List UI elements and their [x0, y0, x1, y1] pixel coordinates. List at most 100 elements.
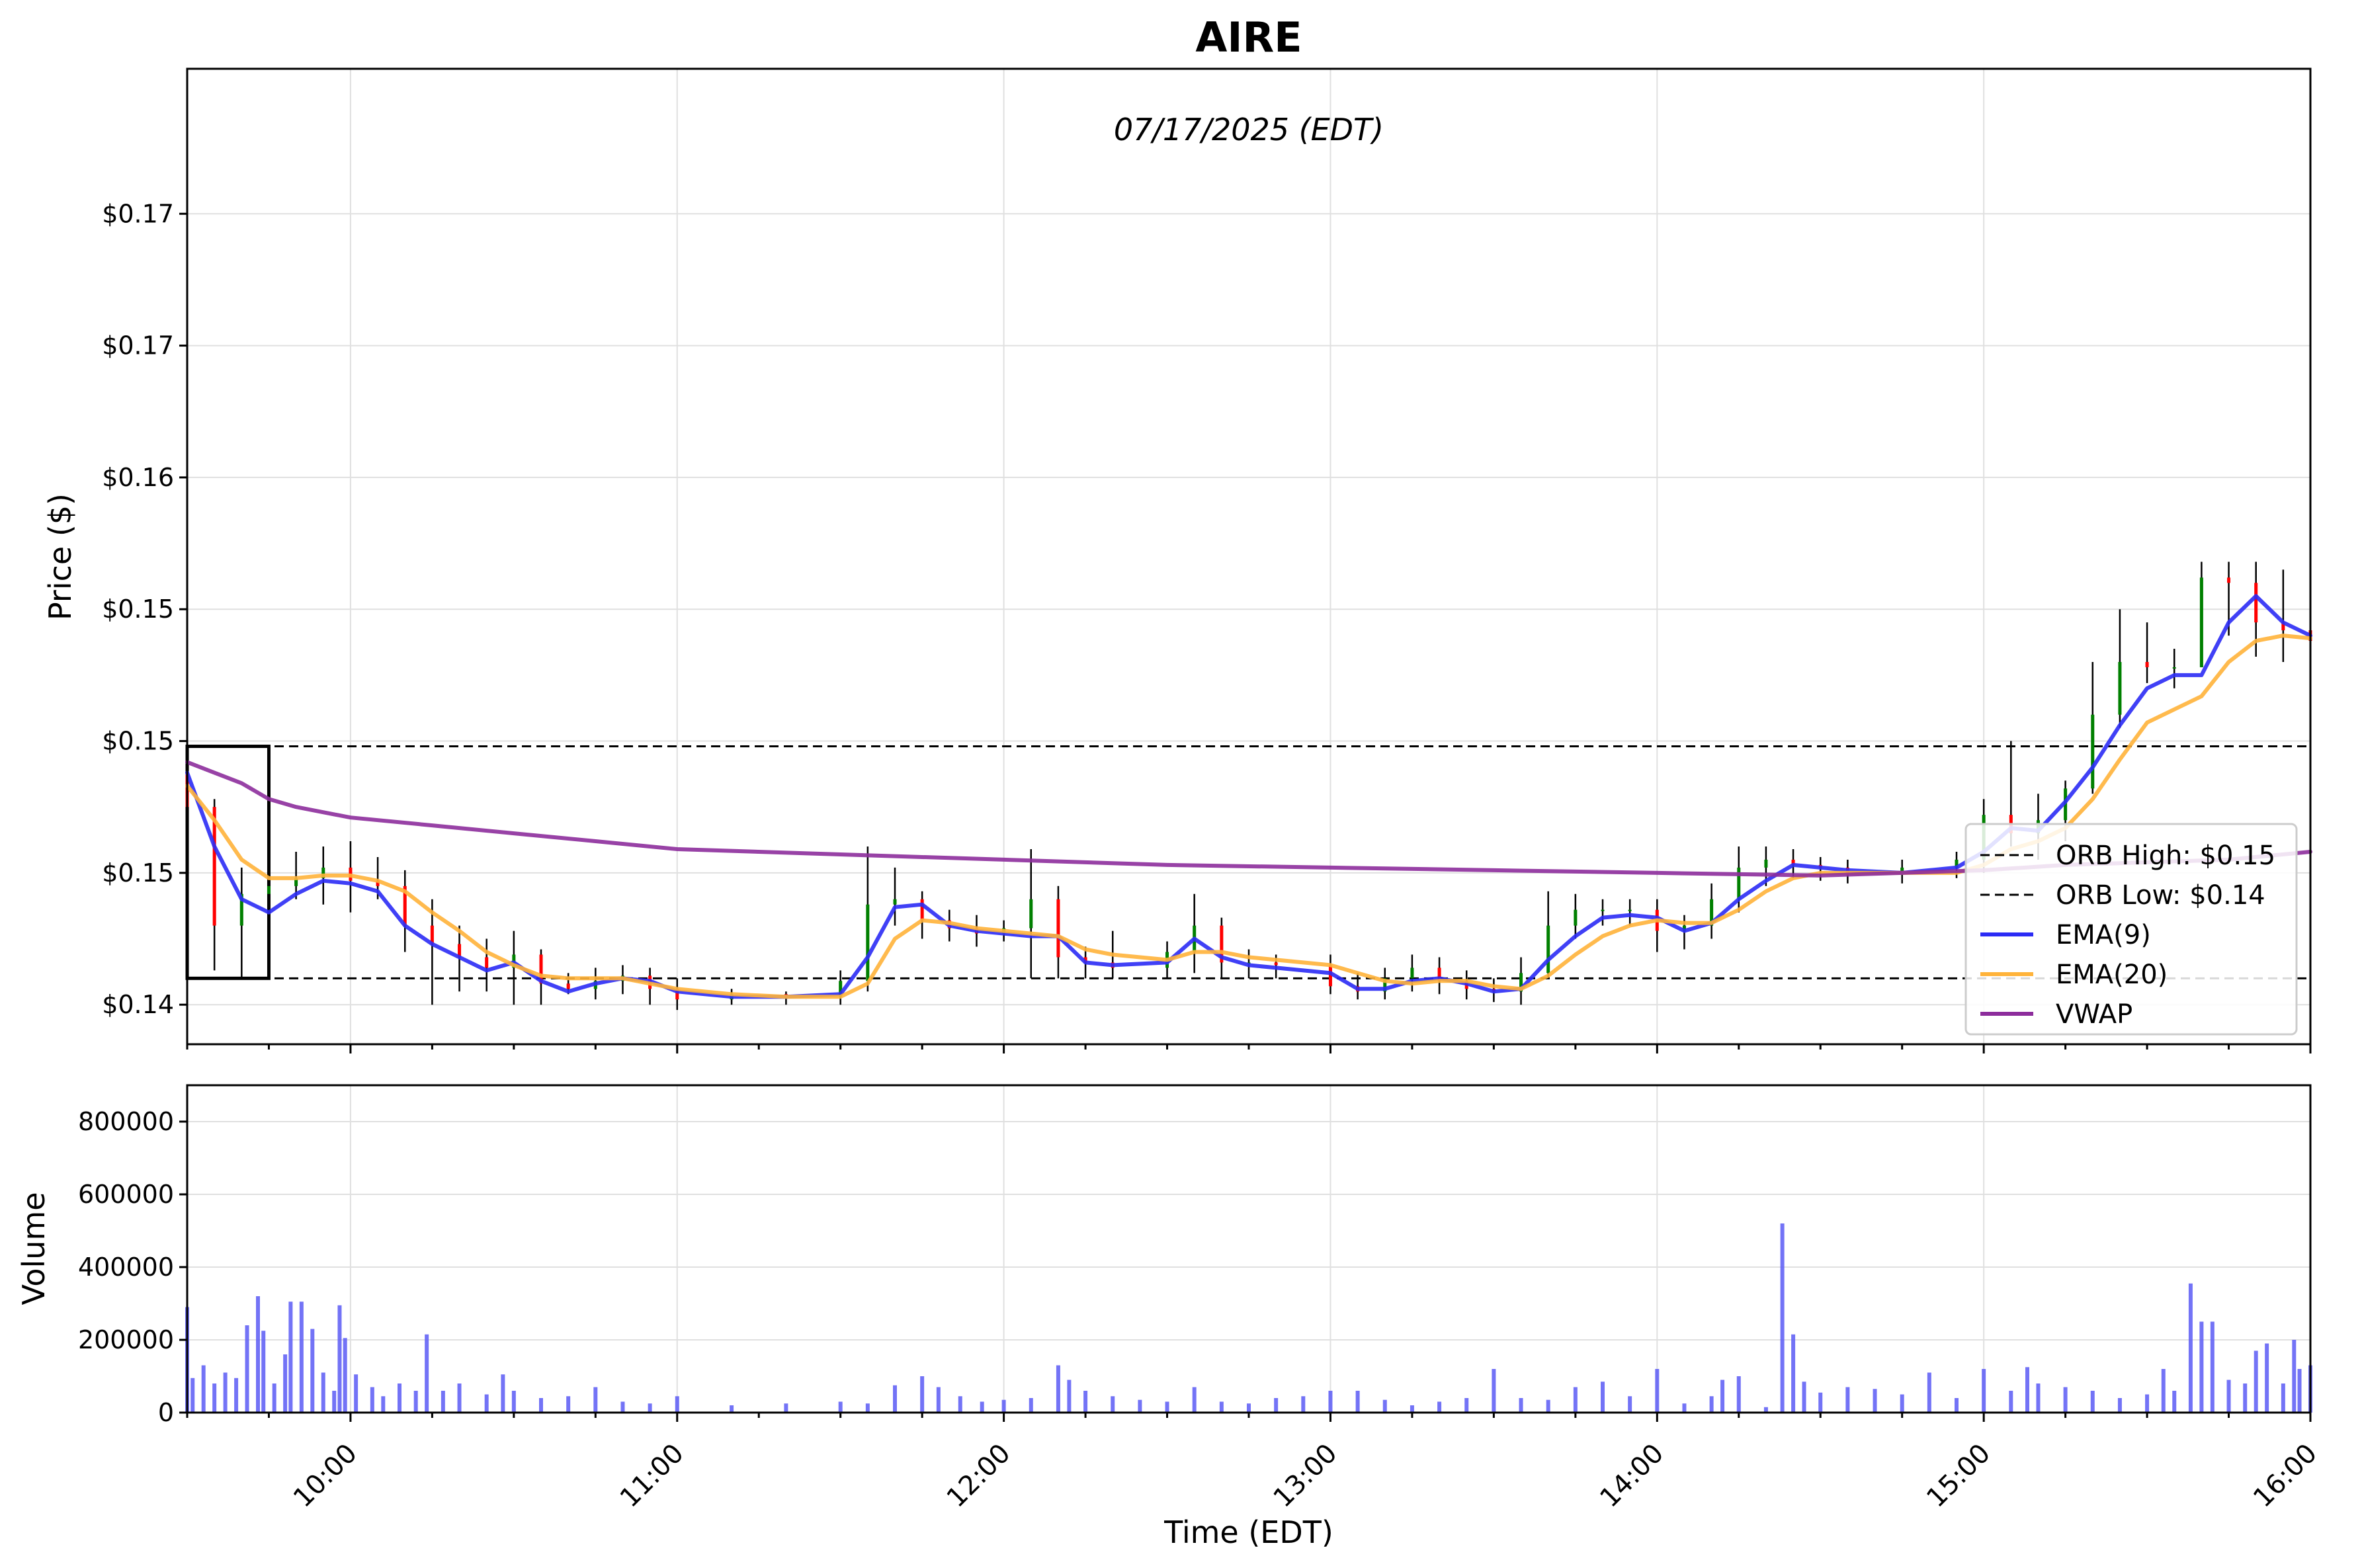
price-tick-label: $0.15 — [102, 858, 174, 887]
candle — [1601, 899, 1605, 926]
candle-body — [2227, 577, 2231, 583]
volume-tick-label: 200000 — [78, 1325, 174, 1354]
volume-bar — [2210, 1321, 2214, 1413]
volume-bar — [299, 1301, 304, 1413]
volume-bar — [1492, 1369, 1496, 1413]
candle-body — [2172, 667, 2176, 669]
volume-bar — [1382, 1399, 1387, 1413]
candle-body — [321, 867, 325, 878]
price-tick-label: $0.14 — [102, 990, 174, 1019]
legend-box — [1964, 823, 2298, 1036]
candle-body — [1546, 925, 1550, 973]
volume-bar — [1900, 1394, 1904, 1413]
candle — [1056, 886, 1060, 979]
volume-bar — [1138, 1399, 1142, 1413]
volume-bar — [1655, 1369, 1660, 1413]
candle — [2091, 661, 2095, 794]
time-axis-label: Time (EDT) — [1163, 1514, 1333, 1550]
volume-bar — [398, 1383, 401, 1413]
candle-body — [2254, 583, 2258, 623]
legend-label: EMA(9) — [2056, 920, 2151, 950]
candle — [1546, 891, 1550, 979]
candle-body — [430, 925, 434, 944]
candle-body — [1601, 909, 1605, 911]
candle-body — [1764, 859, 1768, 868]
legend-label: VWAP — [2056, 999, 2132, 1030]
volume-bar — [2009, 1391, 2013, 1413]
volume-bars-layer — [185, 1223, 2312, 1413]
candle — [212, 799, 216, 971]
candle — [2118, 609, 2122, 728]
chart-title: AIRE — [1195, 13, 1302, 62]
candle — [1383, 968, 1387, 1000]
candle — [294, 851, 298, 899]
volume-bar — [1083, 1391, 1088, 1413]
volume-bar — [2145, 1394, 2150, 1413]
volume-bar — [1519, 1398, 1523, 1413]
volume-bar — [2281, 1383, 2285, 1413]
candle-body — [1900, 867, 1904, 873]
volume-bar — [1720, 1380, 1725, 1413]
candle-body — [485, 957, 489, 968]
volume-bar — [1165, 1401, 1169, 1413]
volume-bar — [2243, 1383, 2248, 1413]
volume-bar — [1546, 1399, 1550, 1413]
candle-body — [1383, 978, 1387, 992]
volume-bar — [256, 1296, 260, 1413]
candle — [1710, 883, 1714, 939]
volume-bar — [620, 1401, 625, 1413]
candle-body — [294, 878, 298, 886]
candle-body — [893, 899, 897, 905]
candle-body — [1791, 859, 1795, 865]
candle — [1437, 957, 1441, 995]
price-tick-label: $0.17 — [102, 199, 174, 228]
candle — [403, 870, 407, 952]
candle — [2145, 622, 2149, 683]
candle — [430, 899, 434, 1005]
volume-bar — [1955, 1398, 1959, 1413]
volume-bar — [838, 1401, 843, 1413]
volume-bar — [234, 1378, 239, 1413]
candle-body — [458, 944, 462, 958]
volume-bar — [2090, 1391, 2095, 1413]
candle — [1628, 899, 1632, 926]
candle — [866, 846, 870, 992]
volume-bar — [784, 1403, 788, 1413]
volume-bar — [212, 1383, 217, 1413]
volume-bar — [2265, 1343, 2269, 1413]
candle — [239, 867, 243, 979]
volume-bar — [1573, 1387, 1578, 1413]
volume-bar — [425, 1334, 429, 1413]
price-tick-label: $0.17 — [102, 331, 174, 360]
volume-bar — [354, 1374, 359, 1413]
volume-bar — [920, 1376, 925, 1413]
volume-bar — [288, 1301, 293, 1413]
volume-bar — [958, 1396, 962, 1413]
candle — [485, 938, 489, 992]
volume-bar — [893, 1385, 897, 1413]
volume-bar — [332, 1391, 337, 1413]
volume-tick-label: 0 — [158, 1398, 174, 1427]
volume-bar — [1328, 1391, 1333, 1413]
volume-tick-label: 600000 — [78, 1180, 174, 1209]
volume-bar — [936, 1387, 941, 1413]
chart-subtitle: 07/17/2025 (EDT) — [1114, 112, 1384, 147]
volume-bar — [1056, 1365, 1060, 1413]
volume-tick-label: 400000 — [78, 1253, 174, 1282]
volume-bar — [413, 1391, 418, 1413]
volume-bar — [2036, 1383, 2041, 1413]
candle-body — [239, 893, 243, 926]
candle-body — [675, 989, 679, 1000]
volume-bar — [201, 1365, 206, 1413]
candle — [1029, 849, 1033, 979]
candle-body — [1955, 859, 1959, 868]
volume-bar — [245, 1325, 249, 1413]
price-axis-ticks: $0.14 $0.15 $0.15 $0.15 $0.16 $0.17 $0.17 — [102, 199, 187, 1019]
volume-bar — [2188, 1283, 2193, 1413]
volume-bar — [2292, 1340, 2297, 1413]
volume-bar — [2226, 1380, 2231, 1413]
candle-body — [566, 983, 570, 989]
volume-bar — [1709, 1396, 1714, 1413]
volume-bar — [1802, 1382, 1806, 1413]
